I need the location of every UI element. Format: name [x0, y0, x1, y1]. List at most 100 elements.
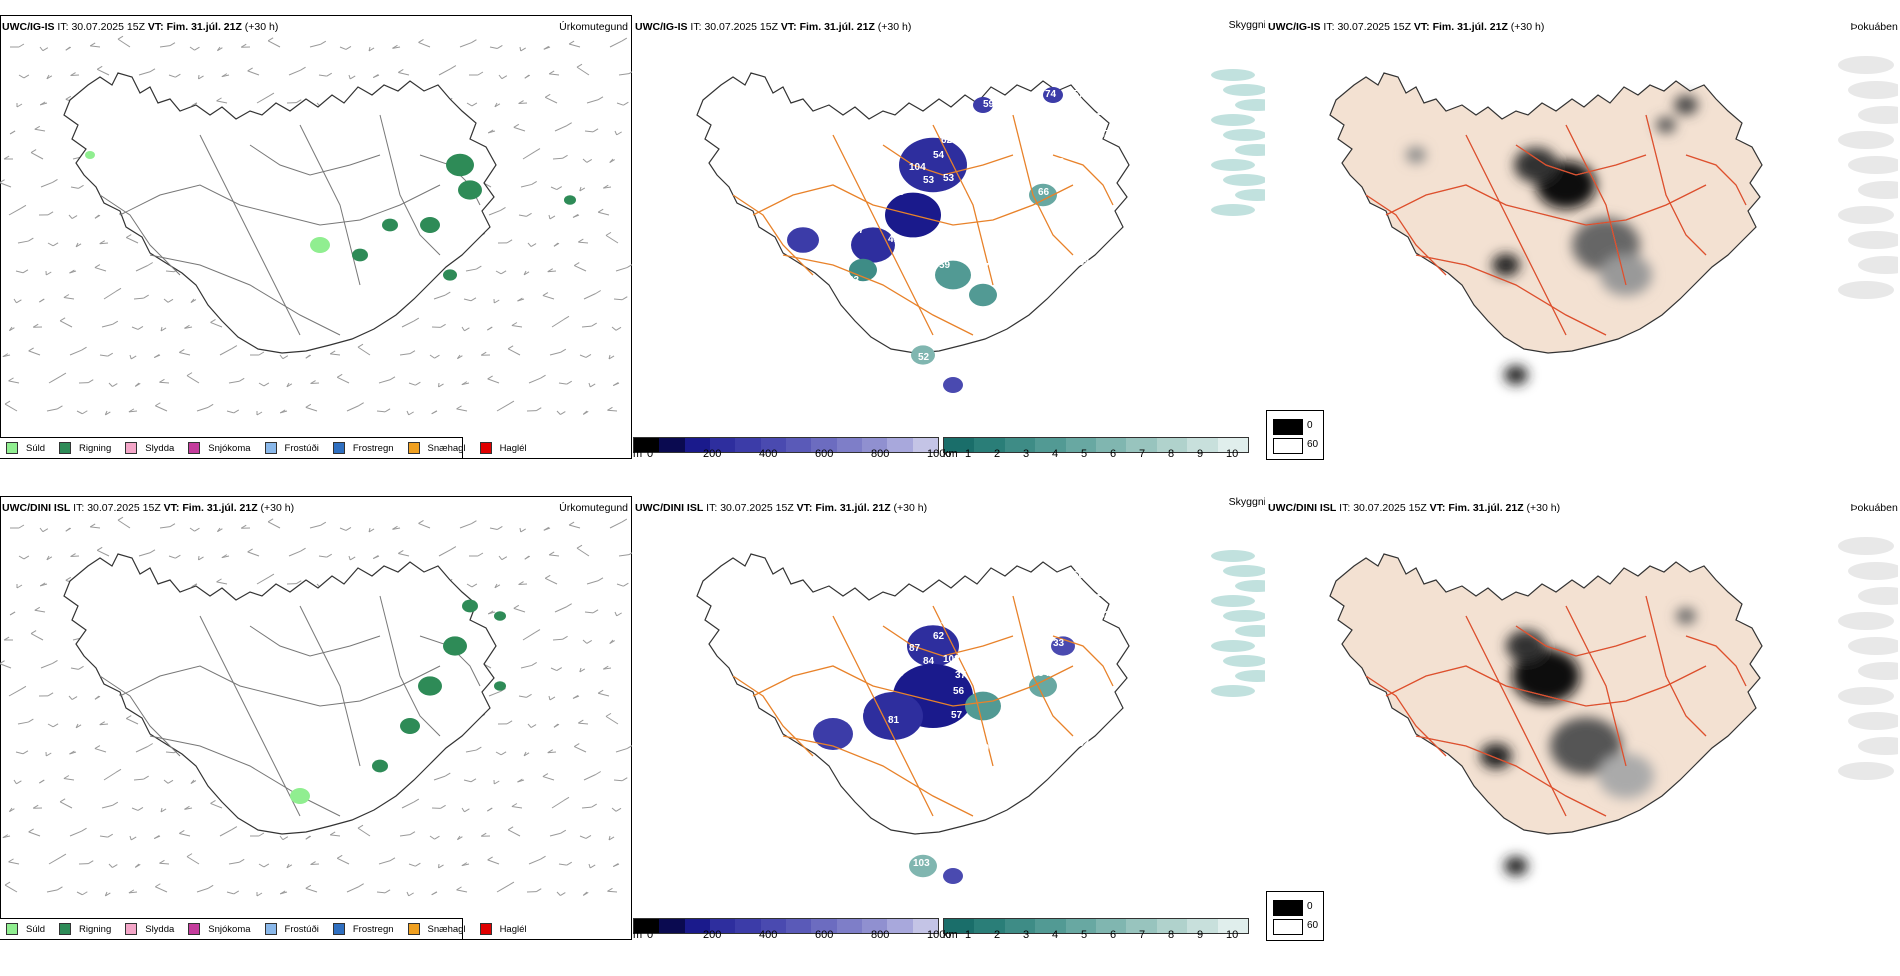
wind-barb [488, 379, 499, 383]
wind-barb [280, 355, 283, 359]
wind-barb [48, 693, 53, 696]
wind-barb [598, 209, 603, 212]
sea-low-visibility [1211, 69, 1255, 81]
wind-barb [347, 406, 359, 411]
wind-barb [419, 39, 424, 42]
wind-barb [476, 747, 481, 750]
wind-barb [462, 327, 464, 331]
wind-barb [138, 326, 143, 329]
wind-barb [187, 376, 199, 383]
ceiling-colorbar-segment [786, 438, 811, 452]
ceiling-value-label: 52 [918, 352, 930, 363]
visibility-tick: 2 [994, 448, 1000, 460]
ptype-legend-label: Snæhagl [428, 443, 466, 454]
fog-legend-label-60: 60 [1307, 920, 1318, 931]
ceiling-value-label: 46 [848, 756, 860, 767]
wind-barb [598, 578, 603, 581]
wind-barb [95, 749, 106, 752]
wind-barb [592, 804, 597, 807]
wind-barb [502, 557, 507, 560]
sea-fog-area [1858, 662, 1898, 680]
panel-title-ptype: Úrkomutegund [559, 502, 628, 514]
wind-barb [257, 412, 262, 415]
wind-barb [48, 243, 53, 246]
sea-low-visibility [1211, 204, 1255, 216]
wind-barb [82, 828, 87, 831]
wind-barb [234, 891, 239, 894]
wind-barb [31, 150, 36, 153]
wind-barb [88, 861, 93, 864]
wind-barb [268, 41, 280, 47]
ptype-legend-label: Frostregn [353, 443, 394, 454]
visibility-tick: 10 [1226, 929, 1238, 941]
sea-low-visibility [1235, 189, 1265, 201]
wind-barb [545, 578, 557, 584]
wind-barb [559, 864, 567, 865]
wind-barb [194, 47, 199, 50]
visibility-tick: 9 [1197, 448, 1203, 460]
wind-barb [57, 887, 62, 890]
wind-barb [590, 865, 595, 868]
wind-barb [220, 349, 232, 355]
wind-barb [409, 412, 414, 415]
sea-low-visibility [1211, 114, 1255, 126]
wind-barb [97, 547, 102, 550]
ceiling-area [813, 718, 853, 750]
wind-barb [126, 719, 138, 724]
ptype-legend-swatch [480, 923, 492, 935]
visibility-tick: 8 [1168, 929, 1174, 941]
wind-barb [118, 517, 123, 520]
wind-barb [398, 69, 403, 72]
sea-low-visibility [1235, 625, 1265, 637]
wind-barb [559, 383, 567, 384]
ptype-legend-swatch [480, 442, 492, 454]
wind-barb [18, 722, 28, 724]
wind-barb [593, 129, 598, 132]
wind-barb [306, 355, 311, 358]
wind-barb [553, 639, 563, 640]
wind-barb [622, 778, 627, 781]
wind-barb [496, 752, 501, 755]
ceiling-value-label: 62 [995, 788, 1007, 799]
wind-barb [596, 291, 601, 294]
ceiling-colorbar-segment [735, 438, 760, 452]
ceiling-value-label: 66 [1038, 187, 1050, 198]
ptype-legend-swatch [125, 923, 137, 935]
wind-barb [53, 243, 58, 246]
precip-area [310, 237, 330, 253]
wind-barb [217, 98, 222, 101]
wind-barb [590, 384, 595, 387]
wind-barb [585, 131, 593, 132]
wind-barb [379, 861, 390, 864]
wind-barb [248, 549, 253, 552]
wind-barb [623, 583, 628, 586]
wind-barb [35, 129, 45, 131]
ptype-legend-swatch [408, 923, 420, 935]
wind-barb [108, 834, 113, 837]
wind-barb [508, 346, 513, 349]
ceiling-value-label: 33 [833, 283, 845, 294]
wind-barb [248, 552, 259, 556]
wind-barb [60, 802, 72, 808]
ceiling-value-label: 90 [1019, 120, 1031, 131]
wind-barb [488, 857, 493, 860]
ceiling-value-label: 32 [1097, 588, 1109, 599]
wind-barb [577, 548, 589, 556]
wind-barb [445, 292, 450, 295]
wind-barb [509, 882, 514, 885]
wind-barb [531, 244, 536, 247]
sea-fog-area [1848, 81, 1898, 99]
wind-barb [52, 179, 57, 182]
wind-barb [529, 378, 541, 383]
ceiling-value-label: 81 [888, 715, 900, 726]
wind-barb [467, 103, 472, 106]
wind-barb [35, 607, 40, 610]
wind-barb [377, 411, 385, 412]
wind-barb [159, 860, 164, 863]
wind-barb [623, 102, 628, 105]
wind-barb [471, 298, 476, 301]
wind-barb [64, 775, 69, 778]
ptype-legend-label: Snjókoma [208, 443, 250, 454]
wind-barb [545, 97, 557, 103]
wind-barb [451, 547, 456, 550]
